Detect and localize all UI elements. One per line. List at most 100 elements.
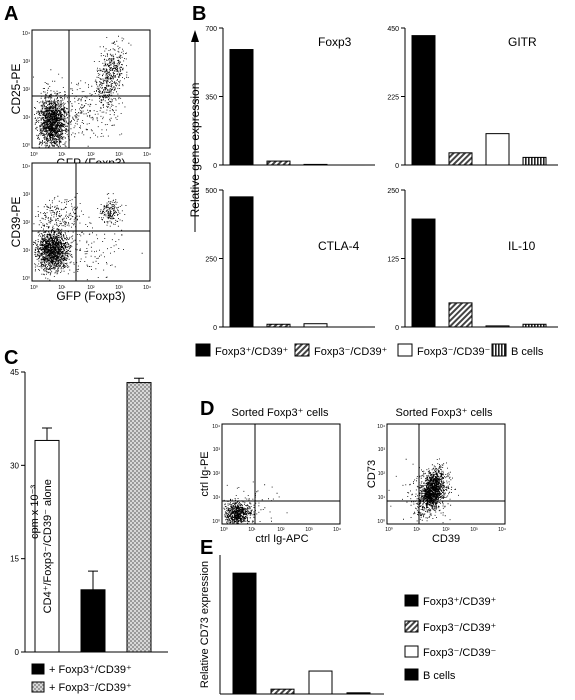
bar	[346, 692, 371, 695]
y-tick-label: 225	[387, 95, 399, 102]
bar	[411, 35, 436, 166]
tick-labels-y: 10⁰ 10¹ 10² 10³ 10⁴	[22, 31, 30, 149]
tick-label: 10²	[442, 527, 450, 533]
y-tick-label: 15	[10, 555, 19, 564]
y-tick-label: 0	[213, 163, 217, 170]
flow-xlabel: CD39	[432, 533, 460, 545]
flow-ylabel: CD73	[366, 460, 378, 488]
chart-ctla4: 0 250 500 CTLA-4	[205, 188, 375, 332]
panel-d: Sorted Foxp3⁺ cells ctrl Ig-PE ctrl Ig-A…	[199, 407, 506, 545]
legend-swatch	[31, 663, 45, 675]
bar	[80, 589, 106, 653]
legend-label: Foxp3⁻/CD39⁻	[417, 346, 491, 358]
flow-plot-cd39: CD39-PE GFP (Foxp3) 10⁰ 10¹ 10² 10³ 10⁴ …	[9, 162, 151, 303]
legend-label: B cells	[423, 670, 456, 682]
bar	[411, 218, 436, 328]
tick-label: 10⁴	[143, 152, 151, 158]
bar	[232, 572, 257, 695]
legend-swatch	[404, 645, 419, 658]
tick-label: 10⁰	[377, 519, 385, 525]
tick-label: 10¹	[58, 285, 66, 291]
tick-labels-x: 10⁰ 10¹ 10² 10³ 10⁴	[385, 527, 506, 533]
panel-letter-e: E	[200, 537, 213, 559]
flow-title: Sorted Foxp3⁺ cells	[396, 407, 493, 419]
legend-label: Foxp3⁺/CD39⁺	[215, 346, 289, 358]
flow-xlabel: ctrl Ig-APC	[255, 533, 308, 545]
tick-label: 10⁴	[333, 527, 341, 533]
tick-label: 10³	[23, 59, 31, 65]
bar	[229, 196, 254, 328]
bar	[522, 156, 547, 166]
chart-il10: 0 125 250 IL-10	[387, 188, 558, 332]
flow-dots	[223, 481, 288, 524]
flow-dots	[388, 458, 459, 524]
chart-gitr: 0 225 450 GITR	[387, 26, 558, 170]
legend-panel-b: Foxp3⁺/CD39⁺ Foxp3⁻/CD39⁺ Foxp3⁻/CD39⁻ B ce…	[195, 343, 544, 358]
tick-label: 10²	[378, 471, 386, 477]
tick-label: 10⁴	[22, 31, 30, 37]
flow-xlabel: GFP (Foxp3)	[56, 289, 125, 303]
y-tick-label: 0	[395, 163, 399, 170]
y-tick-label: 0	[15, 648, 20, 657]
panel-letter-a: A	[4, 3, 18, 25]
tick-label: 10⁴	[143, 285, 151, 291]
flow-dot-cloud	[223, 481, 288, 524]
bar	[485, 133, 510, 166]
y-tick-label: 125	[387, 257, 399, 264]
tick-labels-y: 10⁰ 10¹ 10² 10³ 10⁴	[212, 424, 220, 525]
tick-label: 10⁰	[385, 527, 393, 533]
tick-labels-x: 10⁰ 10¹ 10² 10³ 10⁴	[30, 152, 151, 158]
flow-dots	[33, 35, 132, 148]
tick-label: 10⁴	[22, 164, 30, 170]
tick-label: 10¹	[23, 248, 31, 254]
tick-label: 10⁰	[30, 285, 38, 291]
y-axis-label: Relative CD73 expression	[199, 561, 211, 688]
legend-panel-e: Foxp3⁺/CD39⁺ Foxp3⁻/CD39⁺ Foxp3⁻/CD39⁻ B ce…	[404, 594, 497, 682]
chart-title: Foxp3	[318, 35, 352, 49]
tick-label: 10⁴	[498, 527, 506, 533]
tick-labels-x: 10⁰ 10¹ 10² 10³ 10⁴	[30, 285, 151, 291]
y-tick-label: 30	[10, 461, 19, 470]
bar	[229, 49, 254, 166]
bar	[303, 323, 328, 328]
panel-letter-b: B	[192, 3, 206, 25]
tick-label: 10¹	[58, 152, 66, 158]
panel-letter-c: C	[4, 347, 18, 369]
tick-label: 10⁰	[212, 519, 220, 525]
flow-dot-cloud	[33, 35, 132, 148]
tick-label: 10³	[213, 447, 221, 453]
panel-letter-d: D	[200, 398, 214, 420]
y-axis-label: cpm x 10⁻³	[29, 485, 41, 539]
y-tick-label: 250	[205, 257, 217, 264]
bar	[270, 688, 295, 695]
y-tick-label: 0	[213, 325, 217, 332]
tick-label: 10⁴	[212, 424, 220, 430]
legend-swatch	[294, 343, 310, 357]
chart-title: CTLA-4	[318, 239, 360, 253]
tick-label: 10¹	[248, 527, 256, 533]
flow-ylabel: CD25-PE	[9, 64, 23, 115]
chart-cd73: Relative CD73 expression	[199, 555, 384, 695]
panel-a: CD25-PE GFP (Foxp3) 10⁰ 10¹ 10² 10³ 10⁴ …	[9, 29, 151, 303]
legend-panel-c: + Foxp3⁺/CD39⁺ + Foxp3⁻/CD39⁺	[31, 663, 132, 694]
bar	[34, 439, 60, 653]
tick-labels-y: 10⁰ 10¹ 10² 10³ 10⁴	[22, 164, 30, 282]
tick-label: 10³	[115, 285, 123, 291]
legend-label: Foxp3⁻/CD39⁺	[314, 346, 388, 358]
tick-label: 10¹	[378, 495, 386, 501]
legend-swatch	[491, 343, 507, 357]
chart-title: GITR	[508, 35, 537, 49]
legend-swatch	[404, 620, 419, 633]
bar-label: CD4⁺/Foxp3⁻/CD39⁻ alone	[42, 479, 54, 613]
flow-ylabel: ctrl Ig-PE	[199, 451, 211, 496]
tick-label: 10²	[87, 152, 95, 158]
tick-labels-x: 10⁰ 10¹ 10² 10³ 10⁴	[220, 527, 341, 533]
tick-label: 10⁴	[377, 424, 385, 430]
bar	[266, 323, 291, 328]
legend-label: Foxp3⁻/CD39⁺	[423, 622, 497, 634]
legend-swatch	[195, 343, 211, 357]
flow-ylabel: CD39-PE	[9, 197, 23, 248]
flow-plot-ctrl: Sorted Foxp3⁺ cells ctrl Ig-PE ctrl Ig-A…	[199, 407, 341, 545]
